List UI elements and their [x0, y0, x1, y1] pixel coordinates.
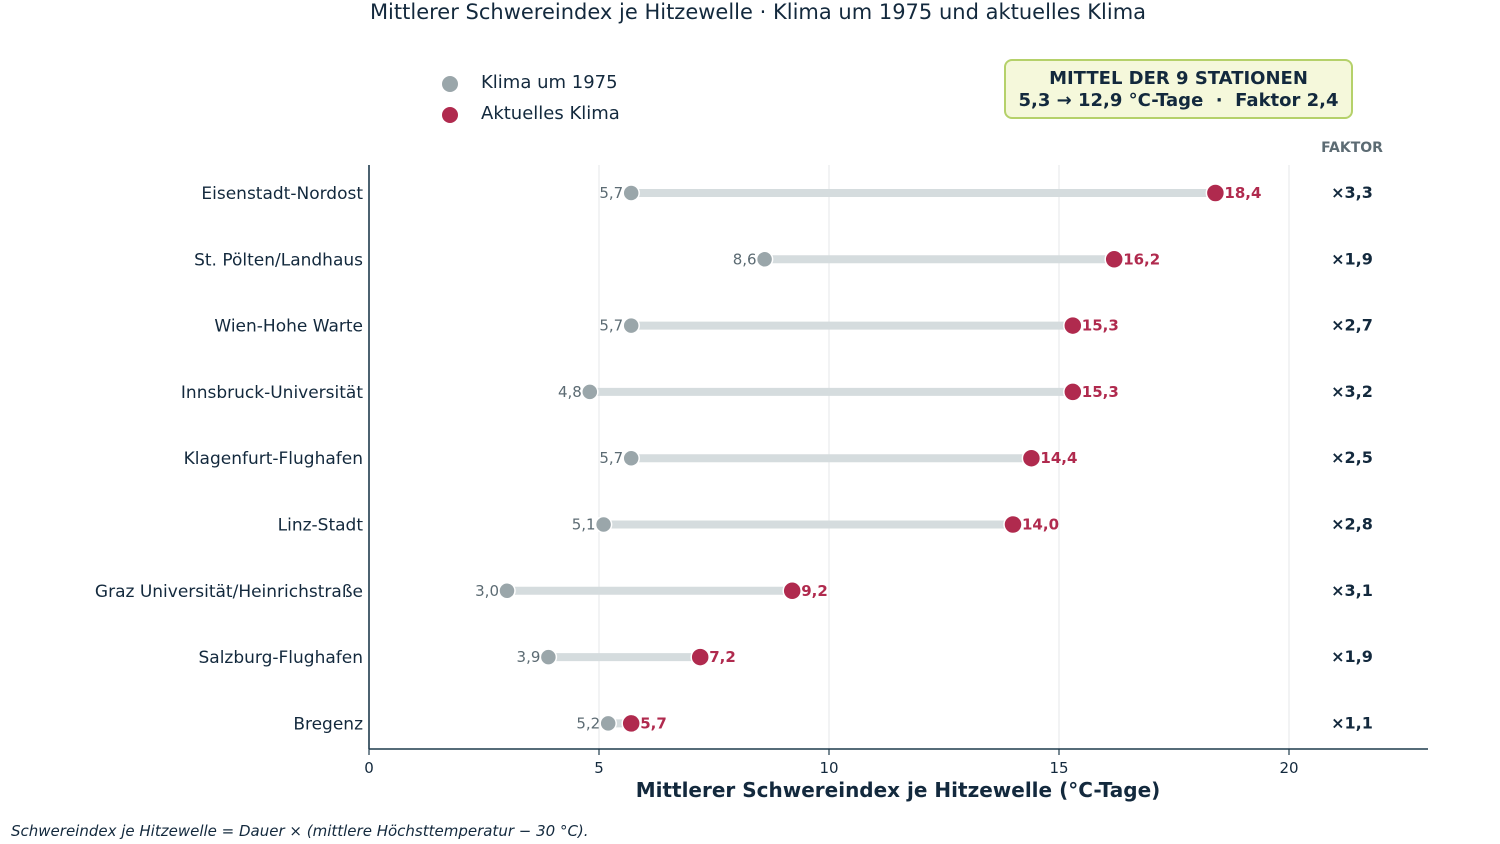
- value-label-1975: 3,9: [517, 648, 541, 666]
- factor-label: ×3,3: [1331, 183, 1373, 202]
- summary-line-2: 5,3 → 12,9 °C-Tage · Faktor 2,4: [1018, 90, 1339, 111]
- value-label-current: 14,4: [1040, 449, 1077, 467]
- marker-current: [1205, 183, 1226, 203]
- marker-1975: [755, 250, 774, 269]
- legend-label-current: Aktuelles Klima: [481, 103, 620, 124]
- factor-label: ×1,1: [1331, 713, 1373, 732]
- marker-1975: [599, 714, 617, 733]
- marker-current: [1003, 514, 1023, 535]
- station-label: Salzburg-Flughafen: [198, 648, 363, 668]
- x-axis-label: Mittlerer Schwereindex je Hitzewelle (°C…: [636, 778, 1161, 802]
- factor-label: ×2,7: [1331, 316, 1373, 335]
- value-label-current: 15,3: [1082, 317, 1119, 335]
- x-tick-label: 0: [364, 759, 374, 777]
- legend-marker-current: [442, 107, 458, 123]
- x-tick-label: 20: [1279, 759, 1298, 777]
- value-label-current: 7,2: [709, 648, 736, 666]
- factor-label: ×2,5: [1331, 448, 1373, 467]
- value-label-1975: 8,6: [733, 250, 757, 268]
- x-tick-label: 15: [1049, 759, 1068, 777]
- station-label: Eisenstadt-Nordost: [201, 184, 363, 204]
- value-label-current: 14,0: [1022, 516, 1059, 534]
- value-label-1975: 5,7: [599, 449, 623, 467]
- marker-current: [1104, 249, 1124, 270]
- marker-1975: [622, 316, 640, 335]
- value-label-current: 5,7: [640, 714, 667, 732]
- factor-label: ×3,2: [1331, 382, 1373, 401]
- legend-marker-1975: [442, 76, 458, 92]
- marker-1975: [498, 582, 516, 600]
- summary-box: MITTEL DER 9 STATIONEN 5,3 → 12,9 °C-Tag…: [1004, 59, 1353, 119]
- marker-1975: [622, 184, 640, 202]
- station-label: Klagenfurt-Flughafen: [184, 449, 363, 469]
- station-label: Bregenz: [293, 714, 363, 734]
- factor-label: ×3,1: [1331, 581, 1373, 600]
- station-label: Wien-Hohe Warte: [214, 317, 363, 337]
- value-label-current: 15,3: [1082, 383, 1119, 401]
- station-label: St. Pölten/Landhaus: [194, 250, 363, 270]
- value-label-1975: 5,1: [572, 516, 596, 534]
- station-label: Innsbruck-Universität: [181, 383, 363, 403]
- marker-current: [1063, 315, 1083, 336]
- marker-1975: [594, 515, 613, 534]
- marker-1975: [581, 383, 599, 401]
- summary-line-1: MITTEL DER 9 STATIONEN: [1049, 68, 1308, 89]
- footnote: Schwereindex je Hitzewelle = Dauer × (mi…: [11, 822, 589, 840]
- marker-current: [782, 581, 802, 601]
- value-label-current: 9,2: [801, 582, 828, 600]
- legend-label-1975: Klima um 1975: [481, 72, 618, 93]
- factor-label: ×1,9: [1331, 249, 1373, 268]
- value-label-1975: 5,2: [576, 714, 600, 732]
- station-label: Linz-Stadt: [278, 516, 364, 536]
- marker-current: [690, 647, 710, 667]
- station-label: Graz Universität/Heinrichstraße: [95, 582, 363, 602]
- marker-current: [1063, 382, 1083, 402]
- marker-1975: [539, 648, 558, 666]
- value-label-1975: 5,7: [599, 317, 623, 335]
- marker-current: [621, 713, 641, 734]
- x-tick-label: 5: [594, 759, 604, 777]
- x-tick-label: 10: [819, 759, 838, 777]
- marker-current: [1021, 448, 1042, 468]
- value-label-current: 16,2: [1123, 250, 1160, 268]
- value-label-1975: 4,8: [558, 383, 582, 401]
- marker-1975: [622, 449, 640, 467]
- factor-header: FAKTOR: [1321, 140, 1383, 156]
- value-label-1975: 5,7: [599, 184, 623, 202]
- value-label-current: 18,4: [1224, 184, 1261, 202]
- chart-title: Mittlerer Schwereindex je Hitzewelle · K…: [369, 0, 1147, 24]
- value-label-1975: 3,0: [475, 582, 499, 600]
- factor-label: ×2,8: [1331, 515, 1373, 534]
- factor-label: ×1,9: [1331, 647, 1373, 666]
